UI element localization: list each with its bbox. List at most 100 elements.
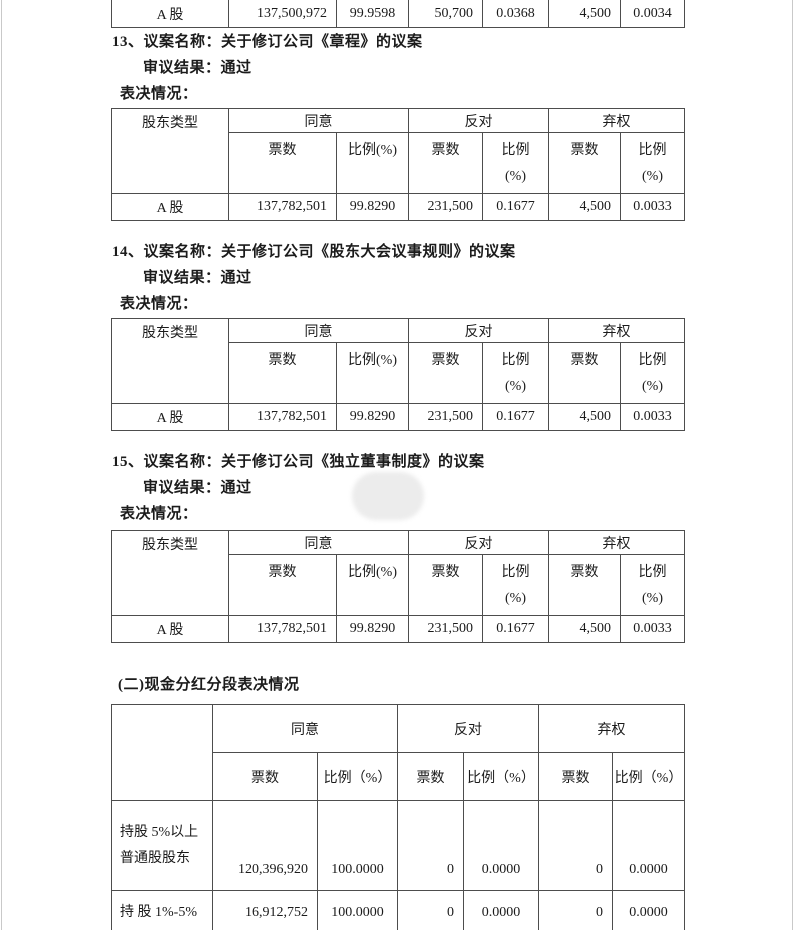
header-ratio: 比例（%） [317, 752, 398, 801]
table-cell: 100.0000 [317, 890, 398, 930]
header-votes: 票数 [548, 342, 621, 404]
table-cell: 0.1677 [482, 403, 549, 431]
header-agree: 同意 [212, 704, 398, 753]
table-row: 持 股 1%-5% 16,912,752 100.0000 0 0.0000 0… [111, 890, 685, 930]
table-cell: 99.8290 [336, 615, 409, 643]
table-cell: A 股 [111, 615, 229, 643]
table-row: A 股 137,782,501 99.8290 231,500 0.1677 4… [111, 615, 685, 643]
table-cell: 0.0000 [463, 800, 539, 891]
table-cell: A 股 [111, 0, 229, 28]
table-row: A 股 137,500,972 99.9598 50,700 0.0368 4,… [111, 0, 685, 28]
table-cell: 0.0034 [620, 0, 685, 28]
review-result: 审议结果：通过 [143, 270, 252, 286]
table-cell: 4,500 [548, 0, 621, 28]
table-cell: 99.8290 [336, 403, 409, 431]
header-votes: 票数 [408, 132, 483, 194]
table-cell: 0.0000 [612, 890, 685, 930]
header-ratio: 比例 (%) [620, 554, 685, 616]
header-abstain: 弃权 [548, 108, 685, 133]
section-heading: (二)现金分红分段表决情况 [118, 677, 300, 693]
table-cell: 0.0033 [620, 615, 685, 643]
table-cell: A 股 [111, 193, 229, 221]
table-cell: 137,782,501 [228, 193, 337, 221]
header-shareholder-type: 股东类型 [111, 530, 229, 616]
table-subheader-row: 票数 比例(%) 票数 比例 (%) 票数 比例 (%) [112, 132, 685, 194]
table-cell: 99.8290 [336, 193, 409, 221]
header-abstain: 弃权 [548, 530, 685, 555]
page-right-edge [792, 0, 793, 930]
header-votes: 票数 [212, 752, 318, 801]
table-cell: 0.1677 [482, 193, 549, 221]
proposal-heading: 13、议案名称：关于修订公司《章程》的议案 [112, 34, 423, 50]
table-cell: 4,500 [548, 615, 621, 643]
vote-table-15: 股东类型 同意 反对 弃权 票数 比例(%) 票数 比例 (%) 票数 比例 (… [111, 530, 685, 643]
table-cell: 137,782,501 [228, 615, 337, 643]
header-abstain: 弃权 [548, 318, 685, 343]
header-ratio: 比例 (%) [482, 554, 549, 616]
partial-vote-table: A 股 137,500,972 99.9598 50,700 0.0368 4,… [111, 0, 685, 28]
review-result: 审议结果：通过 [143, 480, 252, 496]
header-ratio: 比例 (%) [620, 342, 685, 404]
row-label: 持股 5%以上 普通股股东 [111, 800, 213, 891]
header-against: 反对 [408, 318, 549, 343]
header-ratio: 比例 (%) [482, 132, 549, 194]
table-header-row: 股东类型 同意 反对 弃权 [111, 318, 685, 404]
table-cell: 0 [538, 800, 613, 891]
header-empty-cell [111, 704, 213, 801]
cash-dividend-table: 同意 反对 弃权 票数 比例（%） 票数 比例（%） 票数 比例（%） 持股 5… [111, 704, 685, 930]
header-shareholder-type: 股东类型 [111, 108, 229, 194]
header-votes: 票数 [397, 752, 464, 801]
proposal-heading: 15、议案名称：关于修订公司《独立董事制度》的议案 [112, 454, 485, 470]
header-against: 反对 [408, 108, 549, 133]
table-cell: 0.0368 [482, 0, 549, 28]
table-cell: 0 [538, 890, 613, 930]
table-cell: 0.1677 [482, 615, 549, 643]
header-ratio: 比例(%) [336, 554, 409, 616]
header-votes: 票数 [228, 342, 337, 404]
table-cell: 100.0000 [317, 800, 398, 891]
header-against: 反对 [408, 530, 549, 555]
header-votes: 票数 [228, 554, 337, 616]
header-agree: 同意 [228, 530, 409, 555]
table-cell: 4,500 [548, 193, 621, 221]
table-row: A 股 137,782,501 99.8290 231,500 0.1677 4… [111, 403, 685, 431]
header-votes: 票数 [408, 342, 483, 404]
table-cell: 0.0000 [612, 800, 685, 891]
header-abstain: 弃权 [538, 704, 685, 753]
table-cell: 231,500 [408, 615, 483, 643]
table-cell: 231,500 [408, 193, 483, 221]
voting-label: 表决情况： [120, 86, 198, 102]
table-cell: 99.9598 [336, 0, 409, 28]
page-left-edge [1, 0, 2, 930]
header-agree: 同意 [228, 108, 409, 133]
table-cell: 16,912,752 [212, 890, 318, 930]
header-votes: 票数 [548, 132, 621, 194]
table-subheader-row: 票数 比例（%） 票数 比例（%） 票数 比例（%） [112, 752, 685, 801]
table-cell: 0.0033 [620, 193, 685, 221]
header-ratio: 比例（%） [463, 752, 539, 801]
table-header-row: 股东类型 同意 反对 弃权 [111, 530, 685, 616]
table-cell: 50,700 [408, 0, 483, 28]
header-agree: 同意 [228, 318, 409, 343]
table-cell: 0.0000 [463, 890, 539, 930]
table-cell: 231,500 [408, 403, 483, 431]
header-ratio: 比例 (%) [482, 342, 549, 404]
header-ratio: 比例 (%) [620, 132, 685, 194]
voting-label: 表决情况： [120, 296, 198, 312]
header-votes: 票数 [408, 554, 483, 616]
table-cell: A 股 [111, 403, 229, 431]
header-ratio: 比例(%) [336, 342, 409, 404]
table-row: 持股 5%以上 普通股股东 120,396,920 100.0000 0 0.0… [111, 800, 685, 891]
row-label: 持 股 1%-5% [111, 890, 213, 930]
header-against: 反对 [397, 704, 539, 753]
vote-table-14: 股东类型 同意 反对 弃权 票数 比例(%) 票数 比例 (%) 票数 比例 (… [111, 318, 685, 431]
header-ratio: 比例（%） [612, 752, 685, 801]
vote-table-13: 股东类型 同意 反对 弃权 票数 比例(%) 票数 比例 (%) 票数 比例 (… [111, 108, 685, 221]
table-subheader-row: 票数 比例(%) 票数 比例 (%) 票数 比例 (%) [112, 342, 685, 404]
header-votes: 票数 [228, 132, 337, 194]
table-header-row: 股东类型 同意 反对 弃权 [111, 108, 685, 194]
table-row: A 股 137,782,501 99.8290 231,500 0.1677 4… [111, 193, 685, 221]
header-votes: 票数 [538, 752, 613, 801]
table-cell: 137,782,501 [228, 403, 337, 431]
